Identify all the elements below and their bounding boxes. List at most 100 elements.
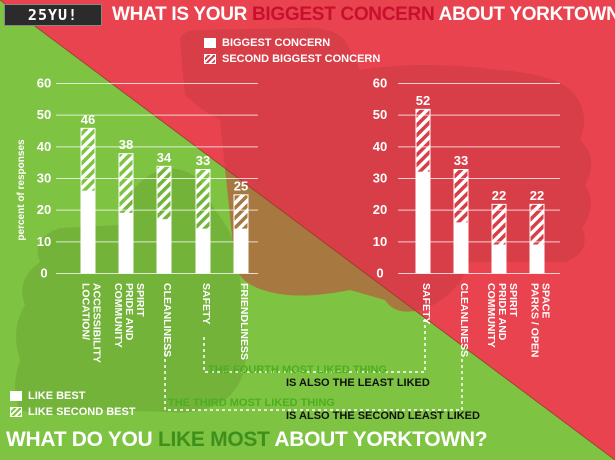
thumbs-up-silhouette bbox=[15, 168, 246, 415]
legend-like-solid: LIKE BEST bbox=[10, 389, 136, 403]
category-label-line: SAFETY bbox=[420, 283, 432, 324]
bar-hatched bbox=[156, 165, 172, 221]
bar-total-label: 25 bbox=[234, 178, 248, 193]
bar-solid bbox=[529, 245, 545, 274]
category-label: FRIENDLINESS bbox=[238, 283, 250, 360]
y-tick-label: 20 bbox=[37, 202, 51, 217]
bar-hatched bbox=[415, 108, 431, 173]
category-label-line: ACCESSIBILITY bbox=[91, 283, 103, 363]
thumbs-down-silhouette bbox=[180, 27, 592, 312]
y-tick-label: 40 bbox=[373, 139, 387, 154]
category-label-line: SPIRIT bbox=[507, 283, 519, 317]
legend-solid-swatch bbox=[10, 391, 22, 401]
bar-total-label: 22 bbox=[492, 188, 506, 203]
bar-hatched bbox=[453, 169, 469, 224]
category-label: CLEANLINESS bbox=[161, 283, 173, 357]
y-tick-label: 30 bbox=[373, 171, 387, 186]
bar-solid bbox=[80, 191, 96, 274]
headline-top-pre: WHAT IS YOUR bbox=[112, 4, 253, 25]
legend-concern: BIGGEST CONCERN SECOND BIGGEST CONCERN bbox=[204, 36, 380, 68]
y-tick-label: 10 bbox=[37, 234, 51, 249]
annotation-third-line2: IS ALSO THE SECOND LEAST LIKED bbox=[286, 410, 480, 422]
bar-total-label: 46 bbox=[81, 112, 95, 127]
bracket-third bbox=[164, 347, 463, 411]
bar-total-label: 33 bbox=[196, 153, 210, 168]
legend-concern-solid: BIGGEST CONCERN bbox=[204, 36, 380, 50]
y-tick-label: 20 bbox=[373, 202, 387, 217]
bar-solid bbox=[118, 213, 134, 274]
headline-top-post: ABOUT YORKTOWN? bbox=[434, 4, 615, 25]
bar-solid bbox=[415, 172, 431, 274]
legend-like: LIKE BEST LIKE SECOND BEST bbox=[10, 389, 136, 421]
legend-like-hatched-label: LIKE SECOND BEST bbox=[28, 406, 136, 418]
category-label-line: COMMUNITY bbox=[112, 283, 124, 348]
category-label-line: SPIRIT bbox=[134, 283, 146, 317]
legend-solid-swatch bbox=[204, 38, 216, 48]
headline-bottom-highlight: LIKE MOST bbox=[157, 428, 270, 451]
bar-total-label: 34 bbox=[157, 150, 172, 165]
headline-bottom-pre: WHAT DO YOU bbox=[6, 428, 158, 451]
category-label-line: CLEANLINESS bbox=[458, 283, 470, 357]
category-label-line: PRIDE AND bbox=[496, 283, 508, 341]
category-label-line: FRIENDLINESS bbox=[238, 283, 250, 360]
bar-solid bbox=[453, 222, 469, 274]
y-tick-label: 10 bbox=[373, 234, 387, 249]
bar-hatched bbox=[195, 169, 211, 230]
category-label: LOCATION/ACCESSIBILITY bbox=[80, 283, 103, 363]
bar-hatched bbox=[233, 194, 249, 230]
annotation-third-line1: THE THIRD MOST LIKED THING bbox=[168, 397, 335, 409]
bar-total-label: 22 bbox=[530, 188, 544, 203]
y-tick-label: 60 bbox=[373, 76, 387, 91]
logo-text: 25YU! bbox=[27, 6, 79, 24]
bracket-fourth bbox=[203, 316, 426, 373]
annotation-fourth-line1: THE FOURTH MOST LIKED THING bbox=[208, 364, 388, 376]
legend-concern-hatched-label: SECOND BIGGEST CONCERN bbox=[222, 53, 381, 65]
category-label-line: PARKS / OPEN bbox=[529, 283, 541, 357]
y-tick-label: 40 bbox=[37, 139, 51, 154]
bar-solid bbox=[491, 245, 507, 274]
legend-concern-solid-label: BIGGEST CONCERN bbox=[222, 37, 331, 49]
category-label: CLEANLINESS bbox=[458, 283, 470, 357]
bar-hatched bbox=[80, 127, 96, 192]
logo: 25YU! bbox=[4, 4, 102, 26]
legend-concern-hatched: SECOND BIGGEST CONCERN bbox=[204, 52, 380, 66]
bar-solid bbox=[195, 229, 211, 274]
category-label-line: SAFETY bbox=[200, 283, 212, 324]
bar-total-label: 33 bbox=[454, 153, 468, 168]
headline-top: WHAT IS YOUR BIGGEST CONCERN ABOUT YORKT… bbox=[112, 4, 615, 26]
bar-solid bbox=[156, 219, 172, 274]
category-label-line: SPACE bbox=[540, 283, 552, 318]
bar-hatched bbox=[529, 203, 545, 246]
headline-bottom: WHAT DO YOU LIKE MOST ABOUT YORKTOWN? bbox=[6, 428, 488, 452]
legend-hatch-swatch bbox=[204, 54, 216, 64]
bar-hatched bbox=[118, 153, 134, 214]
y-tick-label: 60 bbox=[37, 76, 51, 91]
legend-like-hatched: LIKE SECOND BEST bbox=[10, 405, 136, 419]
headline-top-highlight: BIGGEST CONCERN bbox=[252, 4, 435, 25]
category-label-line: CLEANLINESS bbox=[161, 283, 173, 357]
category-label: COMMUNITYPRIDE ANDSPIRIT bbox=[112, 283, 146, 348]
category-label: SAFETY bbox=[420, 283, 432, 324]
bar-total-label: 38 bbox=[119, 137, 133, 152]
category-label-line: LOCATION/ bbox=[80, 283, 92, 340]
legend-like-solid-label: LIKE BEST bbox=[28, 390, 86, 402]
y-tick-label: 0 bbox=[40, 266, 47, 281]
y-tick-label: 0 bbox=[376, 266, 383, 281]
category-label: COMMUNITYPRIDE ANDSPIRIT bbox=[485, 283, 519, 348]
category-label-line: PRIDE AND bbox=[123, 283, 135, 341]
bar-solid bbox=[233, 229, 249, 274]
y-tick-label: 30 bbox=[37, 171, 51, 186]
legend-hatch-swatch bbox=[10, 407, 22, 417]
category-label: PARKS / OPENSPACE bbox=[529, 283, 552, 357]
bar-hatched bbox=[491, 203, 507, 246]
headline-bottom-post: ABOUT YORKTOWN? bbox=[269, 428, 488, 451]
y-tick-label: 50 bbox=[37, 107, 51, 122]
category-label: SAFETY bbox=[200, 283, 212, 324]
bar-total-label: 52 bbox=[416, 93, 430, 108]
annotation-fourth-line2: IS ALSO THE LEAST LIKED bbox=[286, 377, 430, 389]
y-axis-label: percent of responses bbox=[16, 139, 27, 241]
category-label-line: COMMUNITY bbox=[485, 283, 497, 348]
